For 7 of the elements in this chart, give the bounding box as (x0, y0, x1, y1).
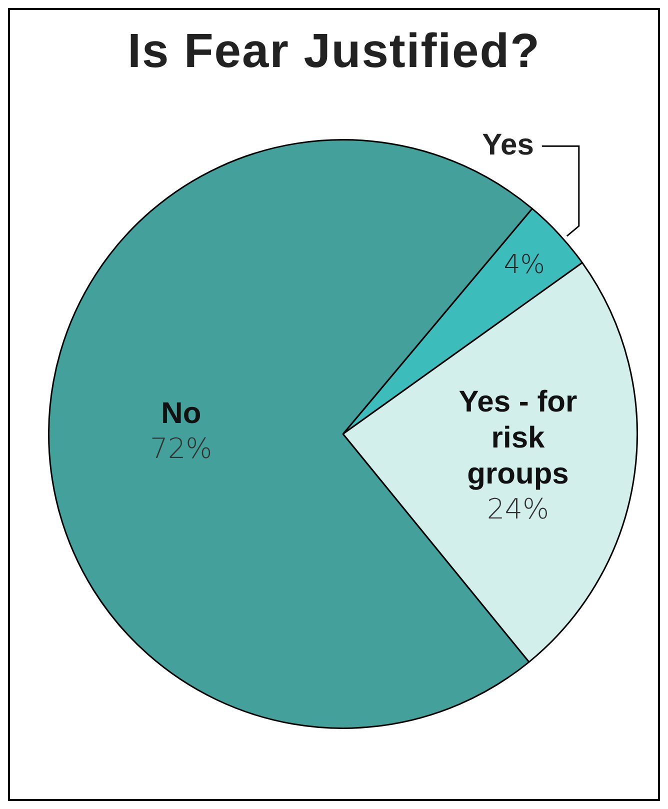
data-label: 4% (504, 250, 545, 280)
data-label: 72% (150, 432, 212, 466)
slice-label: Yes - for risk groups (458, 386, 578, 491)
data-label: 24% (486, 492, 550, 526)
slice-label: Yes (482, 128, 534, 162)
chart-title: Is Fear Justified? (126, 24, 542, 79)
slice-label: No (161, 397, 202, 430)
